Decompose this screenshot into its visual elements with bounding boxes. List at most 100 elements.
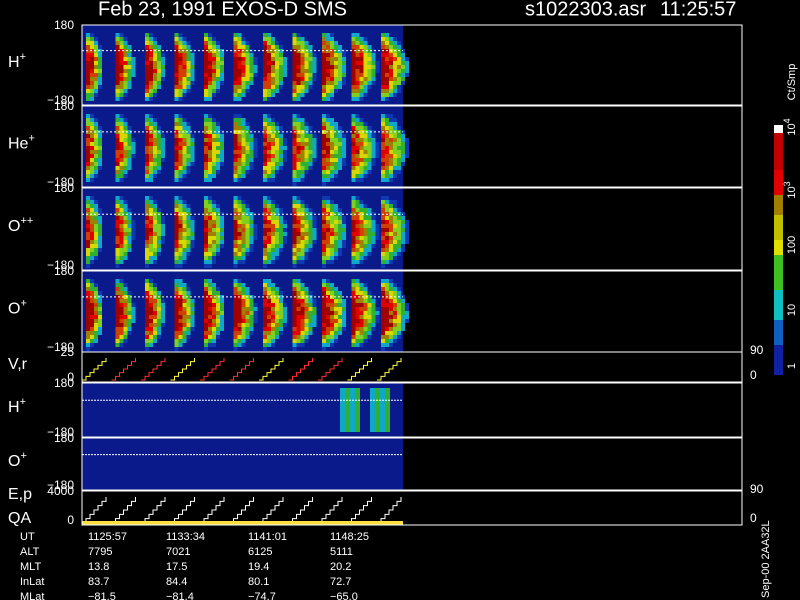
spectrum-cell — [367, 166, 372, 170]
spectrum-cell — [153, 291, 157, 295]
spectrum-cell — [263, 335, 267, 339]
spectrum-cell — [330, 154, 334, 158]
spectrum-cell — [178, 287, 183, 291]
spectrum-cell — [115, 283, 120, 287]
spectrum-cell — [182, 252, 187, 256]
spectrum-cell — [115, 204, 120, 208]
spectrum-cell — [381, 154, 385, 158]
spectrum-cell — [241, 204, 246, 208]
spectrum-cell — [212, 244, 216, 248]
spectrum-cell — [131, 307, 136, 311]
spectrum-cell — [149, 37, 153, 41]
spectrum-cell — [174, 126, 179, 130]
spectrum-cell — [363, 130, 368, 134]
spectrum-cell — [145, 287, 149, 291]
spectrum-cell — [212, 315, 216, 319]
spectrum-cell — [208, 331, 212, 335]
spectrum-cell — [115, 130, 120, 134]
spectrum-cell — [98, 244, 102, 248]
spectrum-cell — [267, 97, 271, 101]
spectrum-cell — [334, 162, 338, 166]
spectrum-cell — [204, 146, 208, 150]
spectrum-cell — [161, 77, 165, 81]
spectrum-cell — [153, 224, 157, 228]
spectrum-cell — [292, 85, 297, 89]
spectrum-cell — [326, 154, 330, 158]
spectrum-cell — [389, 323, 393, 327]
spectrum-cell — [220, 327, 224, 331]
spectrum-cell — [381, 146, 385, 150]
spectrum-cell — [94, 248, 98, 252]
spectrum-cell — [359, 49, 364, 53]
spectrum-cell — [127, 323, 132, 327]
spectrum-cell — [90, 204, 94, 208]
spectrum-cell — [119, 311, 124, 315]
spectrum-cell — [245, 319, 250, 323]
y-top-label: 4000 — [47, 484, 74, 498]
spectrum-cell — [275, 291, 279, 295]
spectrum-cell — [292, 204, 297, 208]
spectrum-cell — [296, 307, 301, 311]
spectrum-cell — [90, 37, 94, 41]
spectrum-cell — [204, 170, 208, 174]
spectrum-cell — [279, 126, 283, 130]
spectrum-cell — [342, 311, 346, 315]
spectrum-cell — [119, 166, 124, 170]
spectrum-cell — [145, 232, 149, 236]
spectrum-cell — [233, 174, 238, 178]
spectrum-cell — [330, 41, 334, 45]
spectrum-cell — [363, 150, 368, 154]
spectrum-cell — [363, 57, 368, 61]
spectrum-cell — [186, 166, 191, 170]
spectrum-cell — [283, 228, 287, 232]
spectrum-cell — [263, 81, 267, 85]
spectrum-cell — [149, 174, 153, 178]
spectrum-cell — [304, 170, 309, 174]
spectrum-cell — [389, 114, 393, 118]
spectrum-cell — [245, 331, 250, 335]
spectrum-cell — [385, 166, 389, 170]
spectrum-cell — [145, 142, 149, 146]
spectrum-cell — [119, 212, 124, 216]
spectrum-cell — [271, 220, 275, 224]
spectrum-cell — [367, 130, 372, 134]
spectrum-cell — [115, 319, 120, 323]
spectrum-cell — [292, 335, 297, 339]
spectrum-cell — [385, 283, 389, 287]
spectrum-cell — [249, 138, 254, 142]
spectrum-cell — [326, 260, 330, 264]
spectrum-cell — [385, 85, 389, 89]
spectrum-cell — [220, 162, 224, 166]
spectrum-cell — [94, 307, 98, 311]
spectrum-cell — [204, 283, 208, 287]
spectrum-cell — [90, 150, 94, 154]
spectrum-cell — [363, 248, 368, 252]
spectrum-cell — [275, 216, 279, 220]
spectrum-cell — [115, 89, 120, 93]
spectrum-cell — [204, 248, 208, 252]
spectrum-cell — [186, 61, 191, 65]
spectrum-cell — [149, 154, 153, 158]
spectrum-cell — [381, 232, 385, 236]
spectrum-cell — [186, 248, 191, 252]
spectrum-cell — [90, 236, 94, 240]
spectrum-cell — [359, 61, 364, 65]
spectrum-cell — [131, 69, 136, 73]
spectrum-cell — [322, 170, 326, 174]
spectrum-cell — [245, 303, 250, 307]
spectrum-cell — [401, 150, 405, 154]
spectrum-cell — [245, 162, 250, 166]
spectrum-cell — [212, 134, 216, 138]
spectrum-cell — [220, 244, 224, 248]
spectrum-cell — [204, 122, 208, 126]
spectrum-cell — [334, 331, 338, 335]
spectrum-cell — [94, 93, 98, 97]
spectrum-cell — [149, 166, 153, 170]
spectrum-cell — [98, 146, 102, 150]
spectrum-cell — [153, 57, 157, 61]
spectrum-cell — [263, 216, 267, 220]
spectrum-cell — [204, 287, 208, 291]
spectrum-cell — [263, 162, 267, 166]
spectrum-cell — [279, 158, 283, 162]
spectrum-cell — [208, 303, 212, 307]
